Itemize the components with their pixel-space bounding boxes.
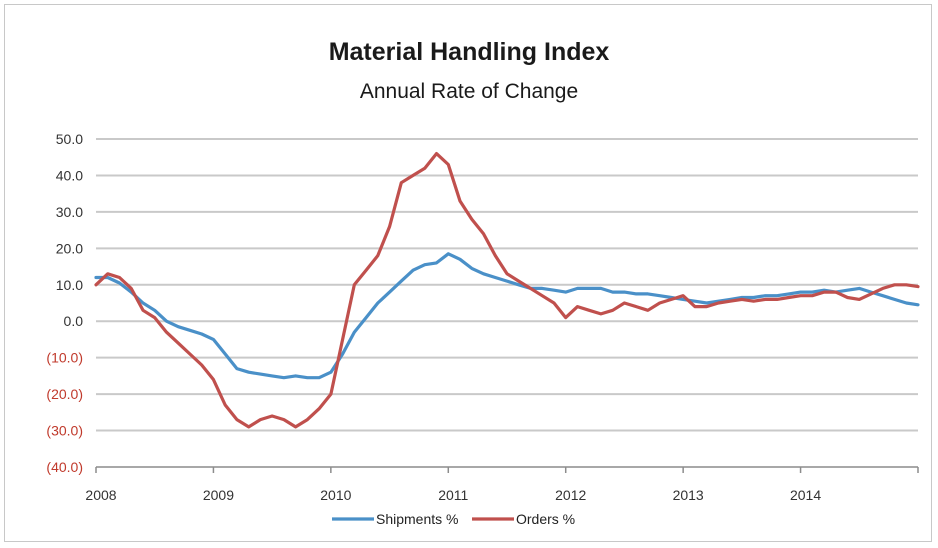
x-tick-label: 2012 [555,487,586,503]
gridlines [96,138,918,432]
legend-label: Shipments % [376,511,458,527]
x-tick-label: 2013 [673,487,704,503]
series-line [94,252,920,380]
x-tick-label: 2014 [790,487,821,503]
chart-subtitle: Annual Rate of Change [359,80,579,103]
y-tick-label: 40.0 [56,167,83,183]
x-tick-label: 2010 [320,487,351,503]
legend-label: Orders % [516,511,575,527]
x-axis [95,466,919,473]
x-axis-tick-labels: 2008 2009 2010 2011 2012 2013 2014 [85,487,821,503]
series-lines [94,152,920,429]
y-tick-label: (10.0) [46,350,83,366]
y-tick-label: 50.0 [56,131,83,147]
y-tick-label: 0.0 [64,313,84,329]
y-tick-label: 10.0 [56,277,83,293]
series-line [94,152,920,429]
y-axis-tick-labels: 50.0 40.0 30.0 20.0 10.0 0.0 (10.0) (20.0) (30.0… [46,131,83,475]
x-tick-label: 2009 [203,487,234,503]
y-tick-label: 30.0 [56,204,83,220]
y-tick-label: (30.0) [46,423,83,439]
x-tick-label: 2008 [85,487,116,503]
legend: Shipments % Orders % [332,511,575,527]
y-tick-label: (40.0) [46,459,83,475]
chart-title: Material Handling Index [328,38,610,66]
chart-frame [4,4,932,542]
y-tick-label: 20.0 [56,240,83,256]
x-tick-label: 2011 [438,487,468,503]
y-tick-label: (20.0) [46,386,83,402]
